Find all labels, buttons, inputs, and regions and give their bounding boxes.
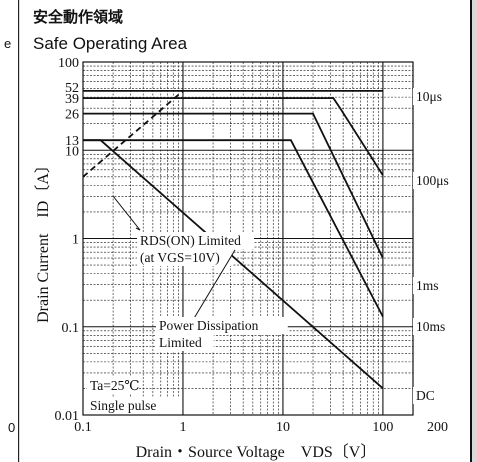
x-tick-label: 10 <box>276 420 290 435</box>
y-tick-label: 26 <box>65 108 79 123</box>
rds-label-line2-bg <box>137 249 232 266</box>
pulse-label-bg <box>87 397 182 414</box>
title-japanese: 安全動作領域 <box>33 8 124 26</box>
series-lines <box>82 90 384 390</box>
ta-label: Ta=25℃ <box>90 378 140 393</box>
power-label-line2-bg <box>156 334 214 351</box>
label-dc: DC <box>416 388 435 403</box>
adjacent-fragment-bottom: 0 <box>8 420 16 435</box>
rds-label-line2: (at VGS=10V) <box>140 250 220 265</box>
power-label-line2: Limited <box>159 335 202 350</box>
series-line <box>82 90 184 178</box>
pulse-label: Single pulse <box>90 398 156 413</box>
label-100us-bg <box>413 172 456 189</box>
y-tick-label: 0.01 <box>55 409 80 424</box>
series-line <box>83 139 384 318</box>
label-1ms-bg <box>413 277 442 294</box>
power-leader <box>189 249 236 326</box>
y-tick-label: 100 <box>58 56 79 71</box>
adjacent-fragment-top: e <box>4 36 12 51</box>
x-tick-label: 200 <box>427 420 448 435</box>
ta-label-bg <box>87 377 138 394</box>
label-10us-bg <box>413 88 449 105</box>
y-tick-label: 39 <box>65 92 79 107</box>
series-line <box>83 139 384 390</box>
y-tick-label: 0.1 <box>62 321 80 336</box>
x-tick-label: 0.1 <box>74 420 92 435</box>
power-label-line1: Power Dissipation <box>159 318 259 333</box>
adjacent-panel-edge: e 0 <box>0 0 19 462</box>
title-english: Safe Operating Area <box>33 34 188 53</box>
label-10ms: 10ms <box>416 319 445 334</box>
label-10ms-bg <box>413 318 449 335</box>
x-axis-label: Drain・Source Voltage VDS〔V〕 <box>136 443 377 461</box>
x-tick-label: 1 <box>179 420 186 435</box>
series-line <box>83 112 384 259</box>
label-10us: 10μs <box>416 89 442 104</box>
y-tick-label: 10 <box>65 144 79 159</box>
label-1ms: 1ms <box>416 278 439 293</box>
annotations: 10μs 100μs 1ms 10ms DC RDS(ON) Limited (at VGS… <box>87 88 456 414</box>
rds-label-line1: RDS(ON) Limited <box>140 233 241 248</box>
soa-panel: 安全動作領域 Safe Operating Area 0.01 0.1 1 10 13 2… <box>20 0 472 462</box>
power-label-line1-bg <box>156 317 288 334</box>
y-axis-label: Drain Current ID〔A〕 <box>34 157 52 323</box>
rds-label-line1-bg <box>137 232 254 249</box>
y-tick-label: 13 <box>65 134 79 149</box>
y-tick-label: 1 <box>72 233 79 248</box>
plot-frame <box>82 61 414 416</box>
rds-arrow <box>135 227 141 231</box>
y-tick-label: 52 <box>65 81 79 96</box>
label-100us: 100μs <box>416 173 449 188</box>
rds-leader <box>112 195 141 231</box>
label-dc-bg <box>413 387 434 404</box>
x-tick-label: 100 <box>372 420 393 435</box>
series-line <box>83 97 384 176</box>
